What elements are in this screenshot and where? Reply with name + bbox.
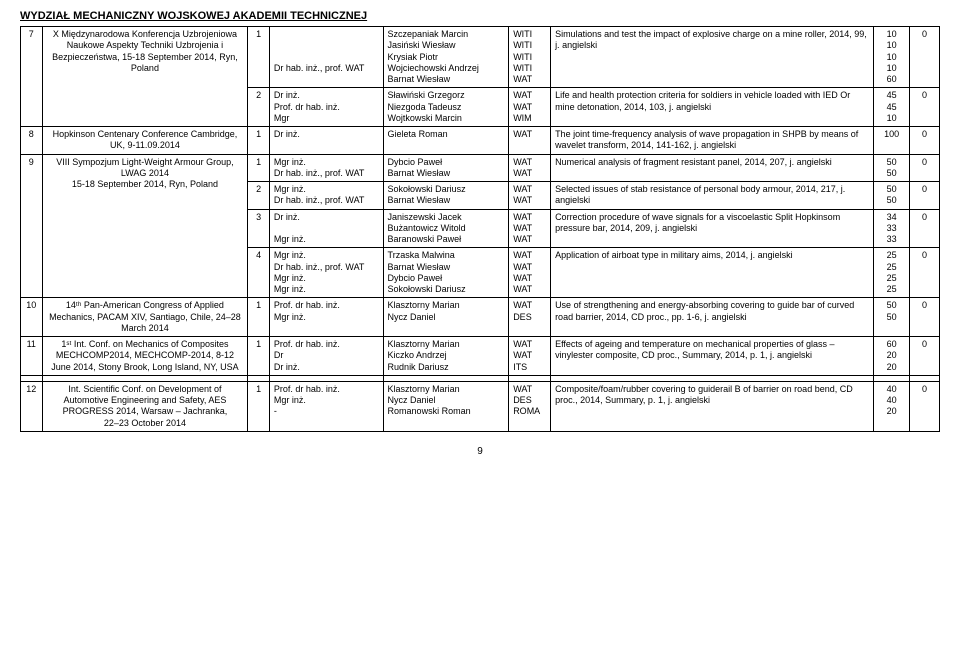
description-cell: Composite/foam/rubber covering to guider…: [551, 381, 874, 431]
description-cell: Selected issues of stab resistance of pe…: [551, 182, 874, 210]
units-cell: WITIWITIWITIWITIWAT: [509, 27, 551, 88]
points-cell: 5050: [874, 154, 910, 182]
last-cell: 0: [910, 298, 940, 337]
conference-cell: X Międzynarodowa Konferencja Uzbrojeniow…: [42, 27, 248, 127]
row-number: 12: [21, 381, 43, 431]
row-number: 9: [21, 154, 43, 298]
table-row: 9VIII Sympozjum Light-Weight Armour Grou…: [21, 154, 940, 182]
page-number: 9: [20, 446, 940, 457]
points-cell: 454510: [874, 88, 910, 127]
title-cell: Dr inż.Mgr inż.: [269, 209, 383, 248]
table-row: 111ˢᵗ Int. Conf. on Mechanics of Composi…: [21, 337, 940, 376]
title-cell: Dr hab. inż., prof. WAT: [269, 27, 383, 88]
names-cell: Janiszewski JacekBużantowicz WitoldBaran…: [383, 209, 509, 248]
points-cell: 100: [874, 127, 910, 155]
subrow-number: 1: [248, 381, 270, 431]
subrow-number: 2: [248, 182, 270, 210]
title-cell: Dr inż.Prof. dr hab. inż.Mgr: [269, 88, 383, 127]
points-cell: 5050: [874, 182, 910, 210]
description-cell: Application of airboat type in military …: [551, 248, 874, 298]
description-cell: Life and health protection criteria for …: [551, 88, 874, 127]
title-cell: Prof. dr hab. inż.Mgr inż.-: [269, 381, 383, 431]
description-cell: The joint time-frequency analysis of wav…: [551, 127, 874, 155]
last-cell: 0: [910, 381, 940, 431]
points-cell: 404020: [874, 381, 910, 431]
conference-cell: 1ˢᵗ Int. Conf. on Mechanics of Composite…: [42, 337, 248, 376]
names-cell: Klasztorny MarianNycz DanielRomanowski R…: [383, 381, 509, 431]
table-row: 7X Międzynarodowa Konferencja Uzbrojenio…: [21, 27, 940, 88]
subrow-number: 1: [248, 127, 270, 155]
names-cell: Gieleta Roman: [383, 127, 509, 155]
table-row: 8Hopkinson Centenary Conference Cambridg…: [21, 127, 940, 155]
last-cell: 0: [910, 154, 940, 182]
units-cell: WATWAT: [509, 154, 551, 182]
names-cell: Szczepaniak MarcinJasiński WiesławKrysia…: [383, 27, 509, 88]
row-number: 8: [21, 127, 43, 155]
subrow-number: 3: [248, 209, 270, 248]
title-cell: Dr inż.: [269, 127, 383, 155]
conference-cell: Hopkinson Centenary Conference Cambridge…: [42, 127, 248, 155]
table-row: 1014ᵗʰ Pan-American Congress of Applied …: [21, 298, 940, 337]
last-cell: 0: [910, 248, 940, 298]
description-cell: Numerical analysis of fragment resistant…: [551, 154, 874, 182]
title-cell: Prof. dr hab. inż.DrDr inż.: [269, 337, 383, 376]
units-cell: WATWATITS: [509, 337, 551, 376]
description-cell: Use of strengthening and energy-absorbin…: [551, 298, 874, 337]
units-cell: WATWATWATWAT: [509, 248, 551, 298]
points-cell: 1010101060: [874, 27, 910, 88]
names-cell: Klasztorny MarianKiczko AndrzejRudnik Da…: [383, 337, 509, 376]
names-cell: Dybcio PawełBarnat Wiesław: [383, 154, 509, 182]
title-cell: Mgr inż.Dr hab. inż., prof. WAT: [269, 154, 383, 182]
subrow-number: 1: [248, 27, 270, 88]
page-header: WYDZIAŁ MECHANICZNY WOJSKOWEJ AKADEMII T…: [20, 10, 940, 22]
points-cell: 5050: [874, 298, 910, 337]
last-cell: 0: [910, 209, 940, 248]
units-cell: WATDES: [509, 298, 551, 337]
row-number: 7: [21, 27, 43, 127]
units-cell: WATDESROMA: [509, 381, 551, 431]
subrow-number: 1: [248, 337, 270, 376]
points-cell: 602020: [874, 337, 910, 376]
description-cell: Effects of ageing and temperature on mec…: [551, 337, 874, 376]
description-cell: Simulations and test the impact of explo…: [551, 27, 874, 88]
subrow-number: 1: [248, 154, 270, 182]
last-cell: 0: [910, 182, 940, 210]
subrow-number: 2: [248, 88, 270, 127]
names-cell: Trzaska MalwinaBarnat WiesławDybcio Pawe…: [383, 248, 509, 298]
units-cell: WATWATWIM: [509, 88, 551, 127]
title-cell: Prof. dr hab. inż.Mgr inż.: [269, 298, 383, 337]
names-cell: Sokołowski DariuszBarnat Wiesław: [383, 182, 509, 210]
main-table: 7X Międzynarodowa Konferencja Uzbrojenio…: [20, 26, 940, 432]
row-number: 10: [21, 298, 43, 337]
points-cell: 343333: [874, 209, 910, 248]
units-cell: WAT: [509, 127, 551, 155]
row-number: 11: [21, 337, 43, 376]
last-cell: 0: [910, 127, 940, 155]
table-row: 12Int. Scientific Conf. on Development o…: [21, 381, 940, 431]
title-cell: Mgr inż.Dr hab. inż., prof. WAT: [269, 182, 383, 210]
units-cell: WATWAT: [509, 182, 551, 210]
units-cell: WATWATWAT: [509, 209, 551, 248]
points-cell: 25252525: [874, 248, 910, 298]
last-cell: 0: [910, 88, 940, 127]
subrow-number: 1: [248, 298, 270, 337]
title-cell: Mgr inż.Dr hab. inż., prof. WATMgr inż.M…: [269, 248, 383, 298]
last-cell: 0: [910, 27, 940, 88]
names-cell: Klasztorny MarianNycz Daniel: [383, 298, 509, 337]
conference-cell: 14ᵗʰ Pan-American Congress of Applied Me…: [42, 298, 248, 337]
conference-cell: VIII Sympozjum Light-Weight Armour Group…: [42, 154, 248, 298]
names-cell: Sławiński GrzegorzNiezgoda TadeuszWojtko…: [383, 88, 509, 127]
last-cell: 0: [910, 337, 940, 376]
subrow-number: 4: [248, 248, 270, 298]
description-cell: Correction procedure of wave signals for…: [551, 209, 874, 248]
conference-cell: Int. Scientific Conf. on Development of …: [42, 381, 248, 431]
